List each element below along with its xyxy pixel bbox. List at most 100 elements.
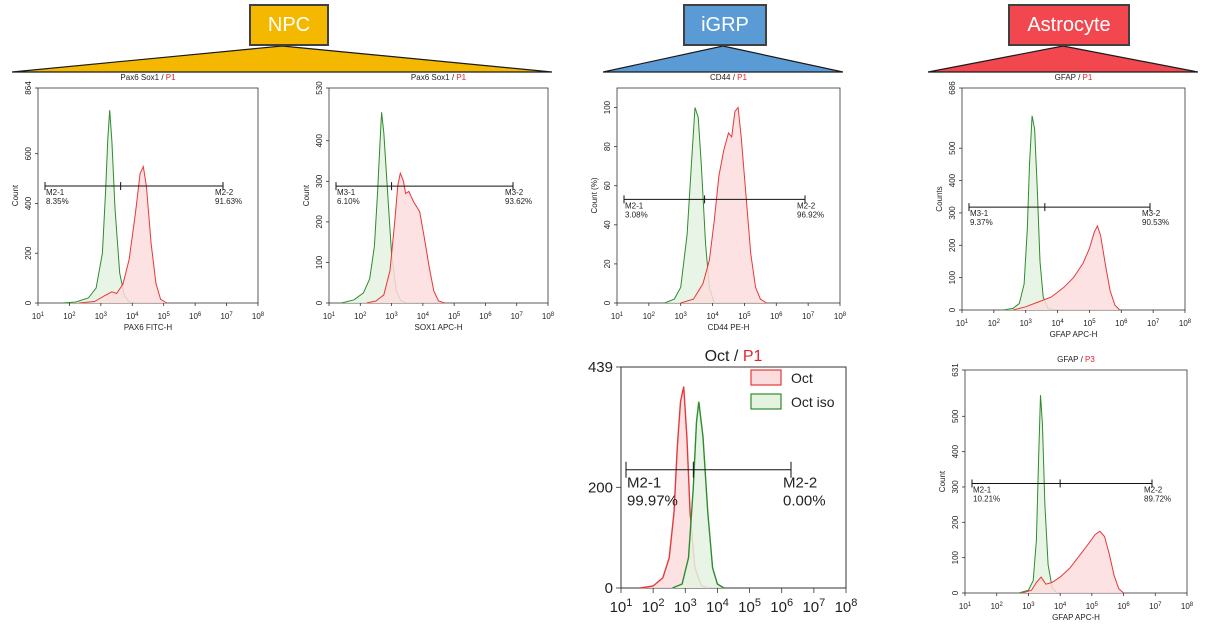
y-tick-label: 300: [948, 206, 957, 220]
x-tick-label: 102: [991, 602, 1004, 611]
astrocyte-group-bracket: [928, 45, 1198, 73]
series-2-line: [672, 401, 725, 589]
x-tick-label: 108: [1179, 319, 1192, 328]
y-tick-label: 400: [24, 196, 33, 210]
y-axis-label: Count: [11, 184, 20, 206]
y-tick-label: 600: [24, 146, 33, 160]
x-tick-label: 103: [385, 312, 398, 321]
y-tick-label: 530: [315, 81, 324, 95]
y-tick-label: 500: [948, 141, 957, 155]
npc-group-bracket: [12, 45, 552, 73]
y-tick-label: 100: [948, 270, 957, 284]
series-2-line: [1012, 224, 1121, 311]
x-tick-label: 103: [95, 312, 108, 321]
y-tick-label: 300: [951, 480, 960, 494]
x-tick-label: 108: [834, 312, 847, 321]
region-label-right: M2-2: [797, 201, 816, 210]
y-tick-label: 0: [315, 300, 324, 305]
x-axis-label: SOX1 APC-H: [414, 323, 462, 332]
region-value-right: 89.72%: [1144, 494, 1171, 503]
y-tick-label: 500: [951, 409, 960, 423]
region-value-right: 0.00%: [783, 493, 826, 510]
x-tick-label: 101: [959, 602, 972, 611]
histogram-panel-6: 0 100 200 300 400 500 631 101 102 103 104 105 106 107…: [938, 355, 1194, 622]
series-1-line: [664, 107, 715, 304]
region-label-left: M2-1: [627, 475, 661, 492]
x-tick-label: 106: [479, 312, 492, 321]
x-tick-label: 103: [674, 597, 697, 616]
x-tick-label: 101: [32, 312, 45, 321]
y-tick-label: 0: [951, 590, 960, 595]
astrocyte-group-label: Astrocyte: [1008, 4, 1130, 46]
y-tick-label: 100: [603, 100, 612, 114]
region-label-left: M2-1: [46, 188, 65, 197]
plot-frame: [620, 366, 847, 589]
x-tick-label: 108: [1181, 602, 1194, 611]
region-value-left: 6.10%: [337, 197, 360, 206]
series-2-fill: [1013, 225, 1120, 310]
x-tick-label: 102: [354, 312, 367, 321]
x-tick-label: 108: [835, 597, 858, 616]
y-axis-label: Count: [302, 184, 311, 206]
series-2-line: [680, 106, 767, 304]
legend-label-1: Oct: [791, 370, 813, 386]
region-label-left: M2-1: [973, 485, 992, 494]
x-tick-label: 105: [738, 312, 751, 321]
x-tick-label: 104: [417, 312, 430, 321]
x-tick-label: 104: [706, 312, 719, 321]
x-tick-label: 107: [802, 597, 825, 616]
x-tick-label: 102: [63, 312, 76, 321]
x-tick-label: 107: [220, 312, 233, 321]
y-tick-label: 40: [603, 220, 612, 229]
histogram-panel-1: 0 200 400 600 864 101 102 103 104 105 106 107 108 M2-…: [11, 73, 265, 332]
y-tick-label: 400: [948, 173, 957, 187]
y-tick-label: 200: [24, 246, 33, 260]
x-tick-label: 107: [1149, 602, 1162, 611]
y-tick-label: 200: [588, 479, 613, 496]
series-1-fill: [664, 107, 715, 303]
y-tick-label: 100: [315, 255, 324, 269]
x-tick-label: 106: [770, 312, 783, 321]
region-value-left: 9.37%: [970, 218, 993, 227]
region-value-left: 99.97%: [627, 493, 678, 510]
region-value-right: 91.63%: [215, 197, 242, 206]
x-tick-label: 105: [1086, 602, 1099, 611]
igrp-group-bracket: [603, 45, 843, 73]
series-1-line: [1018, 395, 1058, 594]
x-tick-label: 105: [448, 312, 461, 321]
region-value-left: 3.08%: [625, 210, 648, 219]
y-tick-label: 864: [24, 81, 33, 95]
series-2-fill: [680, 107, 767, 303]
x-tick-label: 104: [1051, 319, 1064, 328]
series-1-fill: [1003, 115, 1055, 310]
series-1-fill: [63, 110, 136, 303]
x-tick-label: 107: [802, 312, 815, 321]
x-tick-label: 106: [189, 312, 202, 321]
legend-label-2: Oct iso: [791, 394, 835, 410]
region-label-right: M2-2: [215, 188, 234, 197]
x-tick-label: 102: [988, 319, 1001, 328]
y-tick-label: 80: [603, 142, 612, 151]
igrp-group-label: iGRP: [683, 4, 767, 46]
x-tick-label: 101: [611, 312, 624, 321]
region-label-left: M3-1: [970, 209, 989, 218]
y-tick-label: 20: [603, 259, 612, 268]
series-2-fill: [78, 166, 167, 303]
x-tick-label: 101: [610, 597, 633, 616]
panel-title: Pax6 Sox1 / P1: [120, 73, 176, 82]
x-tick-label: 101: [956, 319, 969, 328]
histogram-panel-3: 0 20 40 60 80 100 101 102 103 104 105 106 107 108 M2-1…: [590, 73, 847, 332]
x-tick-label: 105: [738, 597, 761, 616]
y-tick-label: 200: [948, 238, 957, 252]
x-tick-label: 106: [770, 597, 793, 616]
series-2-fill: [672, 401, 724, 588]
panel-title: Pax6 Sox1 / P1: [411, 73, 467, 82]
region-value-left: 8.35%: [46, 197, 69, 206]
series-2-line: [366, 171, 445, 304]
x-tick-label: 105: [158, 312, 171, 321]
y-tick-label: 686: [948, 81, 957, 95]
x-tick-label: 104: [706, 597, 729, 616]
x-tick-label: 108: [542, 312, 555, 321]
region-value-right: 96.92%: [797, 210, 824, 219]
